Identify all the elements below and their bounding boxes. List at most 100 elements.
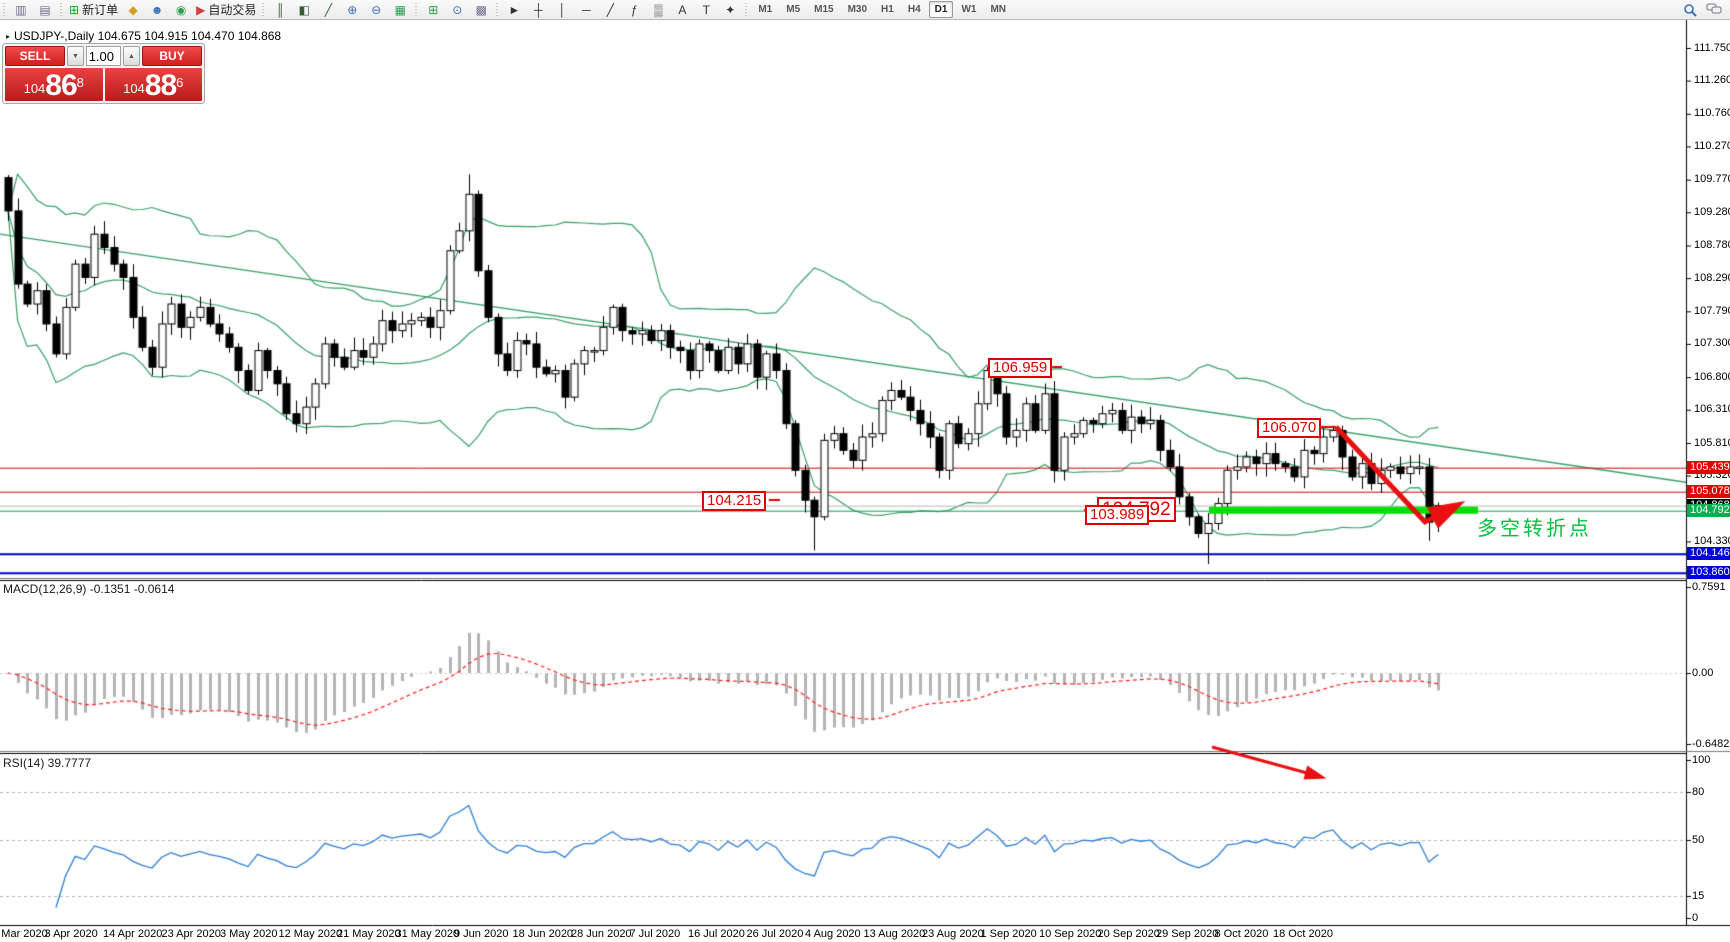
profile-charts-icon[interactable]: ▤	[34, 1, 56, 18]
add-indicator-icon: ⊞	[428, 2, 439, 17]
date-axis-label: 29 Sep 2020	[1156, 928, 1219, 940]
vertical-line-icon: │	[558, 2, 567, 17]
volume-increase-button[interactable]: ▲	[123, 46, 140, 66]
vertical-line-icon[interactable]: │	[551, 1, 573, 18]
price-axis-tick: 106.310	[1694, 403, 1730, 416]
date-axis-label: 18 Jun 2020	[512, 928, 574, 940]
timeframe-button-m5[interactable]: M5	[786, 4, 801, 15]
date-axis-label: 7 Jul 2020	[629, 928, 681, 940]
sell-price-tile[interactable]: 104 86 8	[5, 68, 103, 101]
chart-template-icon[interactable]: ▩	[470, 1, 492, 18]
buy-price-pip: 6	[176, 75, 184, 90]
sell-price-points: 86	[45, 69, 77, 102]
date-axis-label: 3 May 2020	[220, 928, 278, 940]
turning-point-annotation: 多空转折点	[1477, 518, 1592, 540]
macd-axis-tick: 0.00	[1692, 667, 1714, 679]
new-order-icon[interactable]: ⊞ 新订单	[67, 1, 120, 18]
timeframe-button-m15[interactable]: M15	[814, 4, 834, 15]
candlestick-type-icon[interactable]: ◧	[293, 1, 315, 18]
news-icon[interactable]: ◉	[170, 1, 192, 18]
price-axis-tick: 105.810	[1694, 436, 1730, 449]
autotrade-icon-label: 自动交易	[208, 3, 257, 17]
timeframe-button-m30[interactable]: M30	[847, 4, 868, 15]
date-axis-label: 4 Aug 2020	[805, 928, 861, 940]
bar-chart-type-icon[interactable]: ║	[269, 1, 291, 18]
chat-icon[interactable]	[1703, 1, 1725, 18]
sell-price-bigfigure: 104	[23, 81, 46, 96]
price-axis-blue-box: 103.860	[1687, 566, 1730, 580]
timeframe-button-m1[interactable]: M1	[758, 4, 773, 15]
toolbar-grip	[743, 2, 751, 17]
date-axis-label: 26 Jul 2020	[746, 928, 804, 940]
buy-button[interactable]: BUY	[142, 46, 202, 66]
timeframe-button-h1[interactable]: H1	[881, 4, 894, 15]
line-chart-type-icon[interactable]: ╱	[317, 1, 339, 18]
zoom-out-icon[interactable]: ⊖	[365, 1, 387, 18]
buy-price-tile[interactable]: 104 88 6	[104, 68, 202, 101]
grid-icon[interactable]: ▒	[647, 1, 669, 18]
date-axis-label: 9 Jun 2020	[454, 928, 509, 940]
trendline-icon[interactable]: ╱	[599, 1, 621, 18]
price-axis-tick: 104.330	[1694, 534, 1730, 547]
clock-period-icon: ⊙	[452, 2, 463, 17]
timeframe-button-mn[interactable]: MN	[990, 4, 1006, 15]
tile-windows-icon: ▦	[394, 2, 406, 17]
autotrade-icon[interactable]: ▶ 自动交易	[194, 1, 258, 18]
crosshair-icon[interactable]: ┼	[527, 1, 549, 18]
shapes-icon[interactable]: ✦	[719, 1, 741, 18]
toolbar-grip	[260, 2, 268, 17]
date-axis-label: 12 May 2020	[278, 928, 343, 940]
terminal-window-icon: ▥	[15, 2, 27, 17]
toolbar-grip	[1, 2, 8, 17]
timeframe-button-h4[interactable]: H4	[907, 4, 921, 15]
text-icon[interactable]: A	[671, 1, 693, 18]
date-axis-label: 23 Aug 2020	[922, 928, 984, 940]
clock-period-icon[interactable]: ⊙	[446, 1, 468, 18]
macd-axis-tick: -0.6482	[1692, 738, 1730, 750]
price-axis-tick: 109.280	[1694, 205, 1730, 218]
history-center-icon[interactable]: ◆	[122, 1, 144, 18]
date-axis-label: 28 Jun 2020	[571, 928, 632, 940]
price-axis-tick: 106.800	[1694, 370, 1730, 383]
volume-decrease-button[interactable]: ▼	[67, 46, 84, 66]
price-axis-red-box: 105.439	[1687, 461, 1730, 475]
text-label-icon[interactable]: T	[695, 1, 717, 18]
fibonacci-icon[interactable]: ƒ	[623, 1, 645, 18]
horizontal-line-icon[interactable]: ─	[575, 1, 597, 18]
shapes-icon: ✦	[725, 2, 736, 17]
zoom-in-icon: ⊕	[347, 2, 358, 17]
candlestick-type-icon: ◧	[298, 2, 310, 17]
news-icon: ◉	[175, 2, 187, 17]
date-axis-label: 1 Sep 2020	[980, 928, 1037, 940]
web-community-icon: ☻	[150, 2, 164, 17]
price-axis-tick: 110.760	[1694, 107, 1730, 120]
zoom-in-icon[interactable]: ⊕	[341, 1, 363, 18]
date-axis-label: 18 Oct 2020	[1273, 928, 1333, 940]
date-axis-label: 23 Apr 2020	[161, 928, 221, 940]
terminal-window-icon[interactable]: ▥	[10, 1, 32, 18]
price-axis-tick: 109.770	[1694, 173, 1730, 186]
rsi-axis-tick: 15	[1692, 890, 1705, 902]
price-axis-tick: 108.290	[1694, 271, 1730, 284]
date-axis-label: 3 Apr 2020	[44, 928, 98, 940]
web-community-icon[interactable]: ☻	[146, 1, 168, 18]
history-center-icon: ◆	[128, 2, 138, 17]
sell-price-pip: 8	[76, 75, 84, 90]
volume-input[interactable]: 1.00	[86, 46, 121, 66]
price-axis-blue-box: 104.146	[1687, 547, 1730, 561]
date-axis-label: 14 Apr 2020	[103, 928, 163, 940]
grid-icon: ▒	[654, 2, 663, 17]
price-annotation-box: 106.959	[988, 358, 1053, 378]
add-indicator-icon[interactable]: ⊞	[422, 1, 444, 18]
search-icon[interactable]	[1679, 1, 1701, 18]
line-chart-type-icon: ╱	[324, 2, 332, 17]
date-axis-label: 20 Sep 2020	[1097, 928, 1160, 940]
sell-button[interactable]: SELL	[5, 46, 65, 66]
rsi-axis-tick: 100	[1692, 754, 1711, 766]
toolbar-grip	[58, 2, 65, 17]
cursor-icon[interactable]: ►	[503, 1, 525, 18]
timeframe-button-w1[interactable]: W1	[961, 4, 977, 15]
timeframe-button-d1[interactable]: D1	[928, 1, 954, 18]
tile-windows-icon[interactable]: ▦	[389, 1, 411, 18]
